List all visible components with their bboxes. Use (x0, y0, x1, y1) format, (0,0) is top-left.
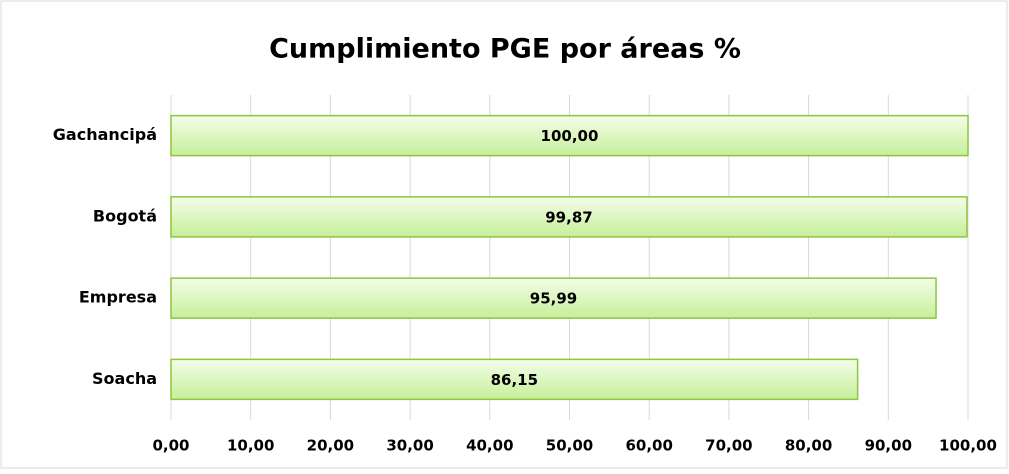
y-tick-label: Bogotá (93, 206, 157, 225)
x-tick-label: 80,00 (785, 437, 832, 455)
x-tick-label: 40,00 (466, 437, 513, 455)
x-tick-label: 90,00 (865, 437, 912, 455)
x-tick-label: 70,00 (705, 437, 752, 455)
y-tick-label: Gachancipá (53, 125, 157, 144)
bar (170, 114, 969, 157)
y-tick-label: Soacha (92, 369, 157, 388)
bar (170, 196, 968, 238)
data-label: 86,15 (491, 371, 538, 389)
data-label: 99,87 (545, 208, 592, 226)
x-tick-label: 10,00 (227, 437, 274, 455)
x-tick-label: 100,00 (939, 437, 997, 455)
y-tick-label: Empresa (79, 288, 157, 307)
chart-title: Cumplimiento PGE por áreas % (269, 34, 741, 65)
x-tick-label: 0,00 (152, 437, 189, 455)
x-tick-label: 50,00 (546, 437, 593, 455)
x-tick-label: 20,00 (307, 437, 354, 455)
x-tick-label: 60,00 (625, 437, 672, 455)
data-label: 100,00 (541, 127, 599, 145)
bar (170, 277, 937, 319)
x-tick-label: 30,00 (386, 437, 433, 455)
bar (170, 358, 859, 401)
data-label: 95,99 (530, 290, 577, 308)
